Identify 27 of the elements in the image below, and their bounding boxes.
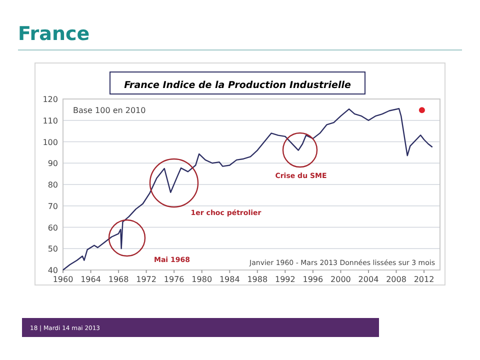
x-tick-label: 1984: [219, 275, 240, 284]
x-tick-label: 1972: [136, 275, 156, 284]
x-tick-label: 1976: [164, 275, 184, 284]
y-tick-label: 50: [48, 244, 58, 254]
x-tick-label: 2008: [386, 275, 406, 284]
x-tick-label: 1980: [192, 275, 212, 284]
x-tick-label: 2000: [330, 275, 351, 284]
y-tick-label: 110: [42, 116, 58, 126]
line-series: [62, 108, 433, 271]
y-tick-label: 70: [48, 202, 58, 211]
y-tick-label: 100: [42, 138, 58, 147]
x-tick-label: 1988: [247, 275, 268, 284]
x-tick-label: 1996: [302, 275, 324, 284]
x-tick-label: 1964: [80, 275, 101, 284]
y-tick-label: 120: [42, 95, 58, 104]
x-tick-label: 2004: [358, 275, 379, 284]
chart-subtitle: France Indice de la Production Industrielle: [124, 80, 352, 91]
y-tick-label: 40: [48, 266, 58, 275]
x-tick-label: 1960: [52, 275, 74, 284]
annotation: Base 100 en 2010: [73, 106, 146, 115]
chart-title: France: [18, 23, 90, 45]
x-tick-label: 2012: [414, 275, 434, 284]
x-tick-label: 1968: [108, 275, 129, 284]
y-tick-label: 60: [48, 223, 58, 232]
y-tick-label: 90: [48, 159, 58, 168]
x-tick-label: 1992: [274, 275, 296, 284]
y-tick-label: 80: [48, 180, 58, 190]
